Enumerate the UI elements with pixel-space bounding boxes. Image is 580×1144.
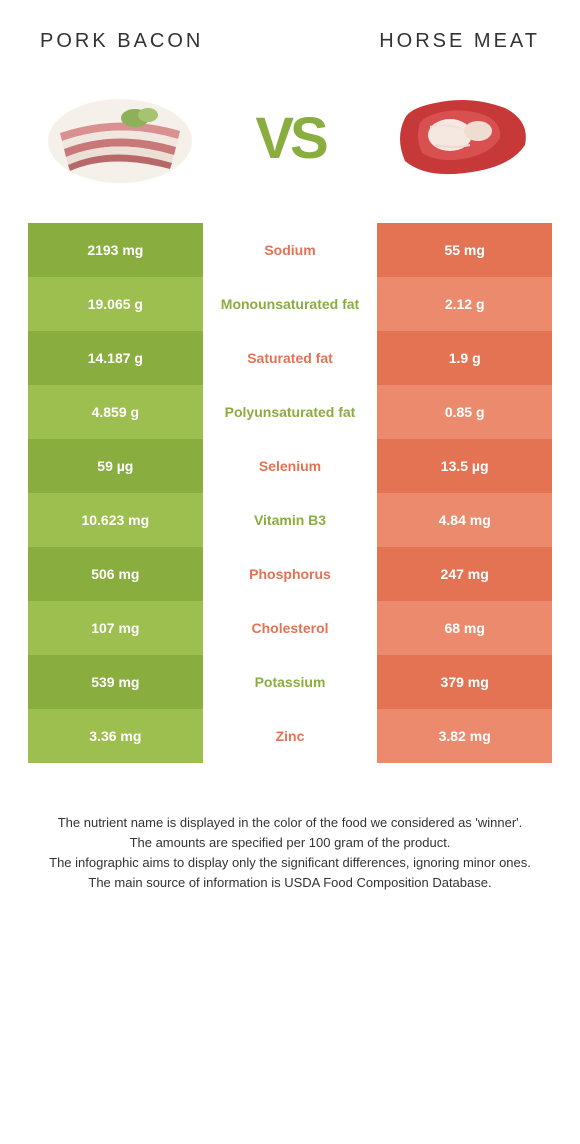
right-value: 68 mg (377, 601, 552, 655)
right-value: 55 mg (377, 223, 552, 277)
footer-line: The main source of information is USDA F… (40, 873, 540, 893)
table-row: 506 mgPhosphorus247 mg (28, 547, 552, 601)
nutrient-label: Zinc (203, 709, 378, 763)
right-value: 4.84 mg (377, 493, 552, 547)
right-value: 1.9 g (377, 331, 552, 385)
left-value: 14.187 g (28, 331, 203, 385)
left-value: 2193 mg (28, 223, 203, 277)
left-value: 4.859 g (28, 385, 203, 439)
left-value: 10.623 mg (28, 493, 203, 547)
right-value: 247 mg (377, 547, 552, 601)
footer-line: The amounts are specified per 100 gram o… (40, 833, 540, 853)
table-row: 107 mgCholesterol68 mg (28, 601, 552, 655)
left-value: 107 mg (28, 601, 203, 655)
header: PORK BACON HORSE MEAT (0, 0, 580, 73)
table-row: 539 mgPotassium379 mg (28, 655, 552, 709)
table-row: 3.36 mgZinc3.82 mg (28, 709, 552, 763)
nutrient-label: Monounsaturated fat (203, 277, 378, 331)
nutrient-label: Sodium (203, 223, 378, 277)
table-row: 10.623 mgVitamin B34.84 mg (28, 493, 552, 547)
nutrient-label: Saturated fat (203, 331, 378, 385)
right-value: 2.12 g (377, 277, 552, 331)
nutrient-label: Selenium (203, 439, 378, 493)
left-value: 19.065 g (28, 277, 203, 331)
nutrient-label: Vitamin B3 (203, 493, 378, 547)
right-value: 13.5 µg (377, 439, 552, 493)
table-row: 2193 mgSodium55 mg (28, 223, 552, 277)
vs-label: VS (255, 105, 324, 172)
footer-notes: The nutrient name is displayed in the co… (0, 763, 580, 914)
left-value: 506 mg (28, 547, 203, 601)
table-row: 4.859 gPolyunsaturated fat0.85 g (28, 385, 552, 439)
food-image-row: VS (0, 73, 580, 223)
left-value: 3.36 mg (28, 709, 203, 763)
right-value: 379 mg (377, 655, 552, 709)
footer-line: The nutrient name is displayed in the co… (40, 813, 540, 833)
horse-meat-image (380, 83, 540, 193)
nutrient-label: Phosphorus (203, 547, 378, 601)
nutrient-label: Polyunsaturated fat (203, 385, 378, 439)
left-value: 539 mg (28, 655, 203, 709)
table-row: 59 µgSelenium13.5 µg (28, 439, 552, 493)
table-row: 19.065 gMonounsaturated fat2.12 g (28, 277, 552, 331)
nutrient-label: Potassium (203, 655, 378, 709)
nutrient-label: Cholesterol (203, 601, 378, 655)
left-food-title: PORK BACON (40, 30, 203, 53)
bacon-image (40, 83, 200, 193)
right-value: 3.82 mg (377, 709, 552, 763)
right-food-title: HORSE MEAT (379, 30, 540, 53)
nutrition-table: 2193 mgSodium55 mg19.065 gMonounsaturate… (28, 223, 552, 763)
footer-line: The infographic aims to display only the… (40, 853, 540, 873)
table-row: 14.187 gSaturated fat1.9 g (28, 331, 552, 385)
left-value: 59 µg (28, 439, 203, 493)
right-value: 0.85 g (377, 385, 552, 439)
